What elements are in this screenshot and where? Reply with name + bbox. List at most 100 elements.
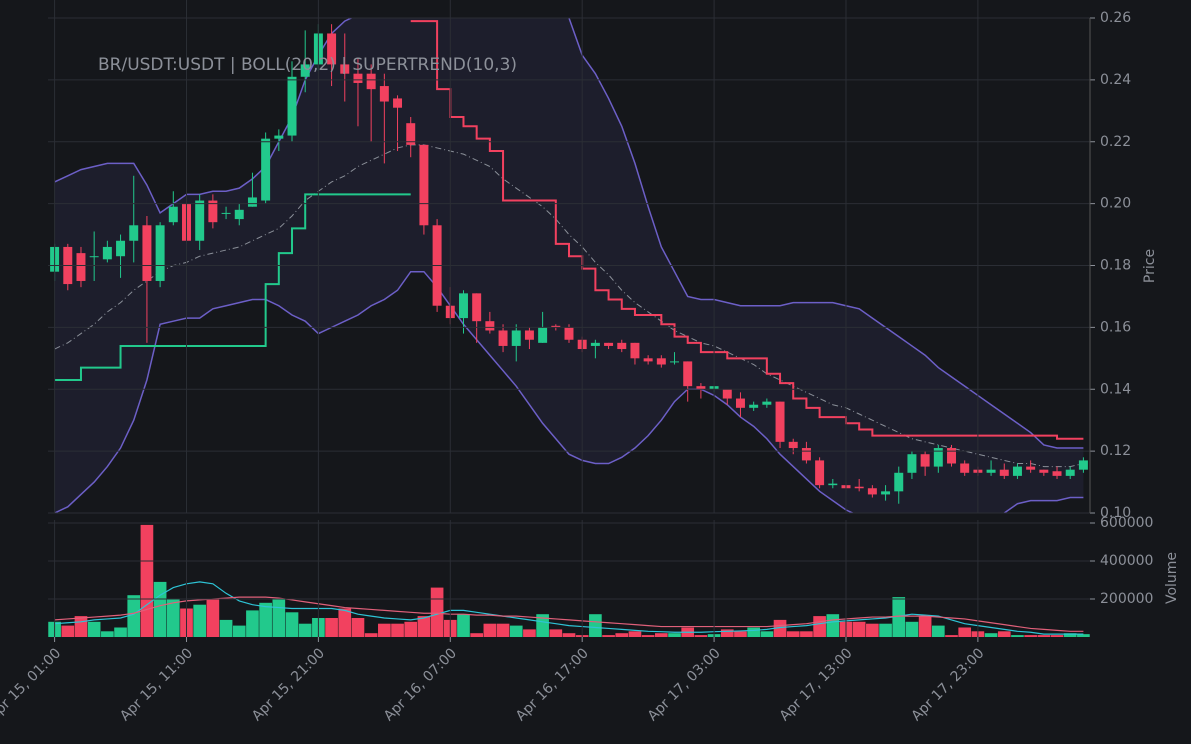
volume-bar <box>87 621 101 637</box>
candle-body <box>722 389 732 399</box>
candle-body <box>129 225 139 241</box>
candle-body <box>881 491 891 495</box>
volume-bar <box>404 621 418 637</box>
supertrend-down <box>410 20 1084 440</box>
volume-bar <box>997 631 1011 637</box>
volume-bar <box>206 599 220 637</box>
bollinger-lower <box>54 270 1084 513</box>
volume-bar <box>1037 635 1051 637</box>
candle-body <box>999 469 1009 476</box>
y-tick-label: 0.24 <box>1100 72 1131 88</box>
volume-bar <box>61 625 75 637</box>
candle-body <box>670 361 680 363</box>
volume-bar <box>391 623 404 637</box>
candle-body <box>379 86 389 102</box>
candle-body <box>683 361 693 387</box>
volume-bar <box>668 633 681 637</box>
candle-body <box>353 73 363 83</box>
y-tick-label: 0.12 <box>1100 443 1131 459</box>
volume-bar <box>615 633 629 637</box>
candle-body <box>643 358 653 362</box>
volume-bar <box>74 616 88 637</box>
candle-body <box>960 463 970 473</box>
candle-body <box>234 209 244 220</box>
candle-body <box>735 398 745 408</box>
volume-bar <box>272 599 286 637</box>
candle-body <box>920 454 930 467</box>
volume-bar <box>153 581 167 637</box>
supertrend-up <box>54 193 411 381</box>
volume-bar <box>378 623 391 637</box>
candle-body <box>1052 471 1062 476</box>
volume-bar <box>589 614 602 637</box>
volume-bar <box>483 623 497 637</box>
candle-body <box>630 342 640 359</box>
volume-bar <box>641 635 655 637</box>
volume-bar <box>654 633 668 637</box>
volume-bar <box>246 610 259 637</box>
volume-bar <box>351 618 365 637</box>
volume-bar <box>773 619 787 637</box>
volume-bar <box>1011 635 1024 637</box>
y-axis-label: Price <box>1142 249 1158 283</box>
volume-bar <box>945 635 958 637</box>
candle-body <box>933 448 943 467</box>
candle-body <box>1039 469 1049 473</box>
volume-bar <box>232 625 246 637</box>
candle-body <box>762 401 772 405</box>
candle-body <box>89 256 99 258</box>
candle-body <box>604 342 614 346</box>
candle-body <box>366 73 376 90</box>
candle-body <box>907 454 917 473</box>
candle-body <box>116 240 126 257</box>
candle-body <box>327 33 337 65</box>
candle-body <box>419 144 429 226</box>
candle-body <box>1026 466 1036 470</box>
candle-body <box>458 293 468 319</box>
chart-title: BR/USDT:USDT | BOLL(20,2) | SUPERTREND(1… <box>98 55 517 75</box>
volume-bar <box>298 623 312 637</box>
candle-body <box>287 76 297 136</box>
candle-body <box>788 441 798 449</box>
volume-bar <box>905 621 919 637</box>
candle-body <box>551 325 561 328</box>
candle-body <box>1065 469 1075 476</box>
y-tick-label: 0.16 <box>1100 319 1131 335</box>
volume-bar <box>602 635 615 637</box>
volume-bar <box>549 629 563 637</box>
candle-body <box>406 123 416 145</box>
volume-bar <box>747 627 760 637</box>
candle-body <box>986 469 996 473</box>
candle-body <box>393 98 403 108</box>
y-tick-label: 0.22 <box>1100 134 1131 150</box>
y-tick-label: 0.14 <box>1100 381 1131 397</box>
volume-bar <box>523 629 536 637</box>
volume-bar <box>786 631 800 637</box>
volume-bar <box>892 597 906 637</box>
candle-body <box>274 135 284 139</box>
candle-body <box>1012 466 1022 476</box>
volume-tick-label: 200000 <box>1100 591 1153 607</box>
volume-bar <box>496 623 510 637</box>
volume-bar <box>813 616 826 637</box>
volume-bar <box>285 612 299 637</box>
volume-ma-slow <box>54 596 1084 632</box>
candle-body <box>498 330 508 346</box>
candle-body <box>524 330 534 340</box>
volume-bar <box>430 587 444 637</box>
volume-bar <box>457 614 470 637</box>
volume-bar <box>101 631 114 637</box>
volume-bar <box>193 604 207 637</box>
volume-bar <box>866 623 879 637</box>
volume-bar <box>879 623 892 637</box>
candle-body <box>340 64 350 74</box>
candle-body <box>947 448 956 464</box>
bollinger-upper <box>54 18 1084 449</box>
candle-body <box>168 206 178 223</box>
candle-body <box>155 225 165 281</box>
volume-bar <box>628 631 642 637</box>
candle-body <box>854 486 864 489</box>
candle-body <box>247 197 257 207</box>
volume-bar <box>114 627 127 637</box>
volume-bar <box>325 618 338 637</box>
